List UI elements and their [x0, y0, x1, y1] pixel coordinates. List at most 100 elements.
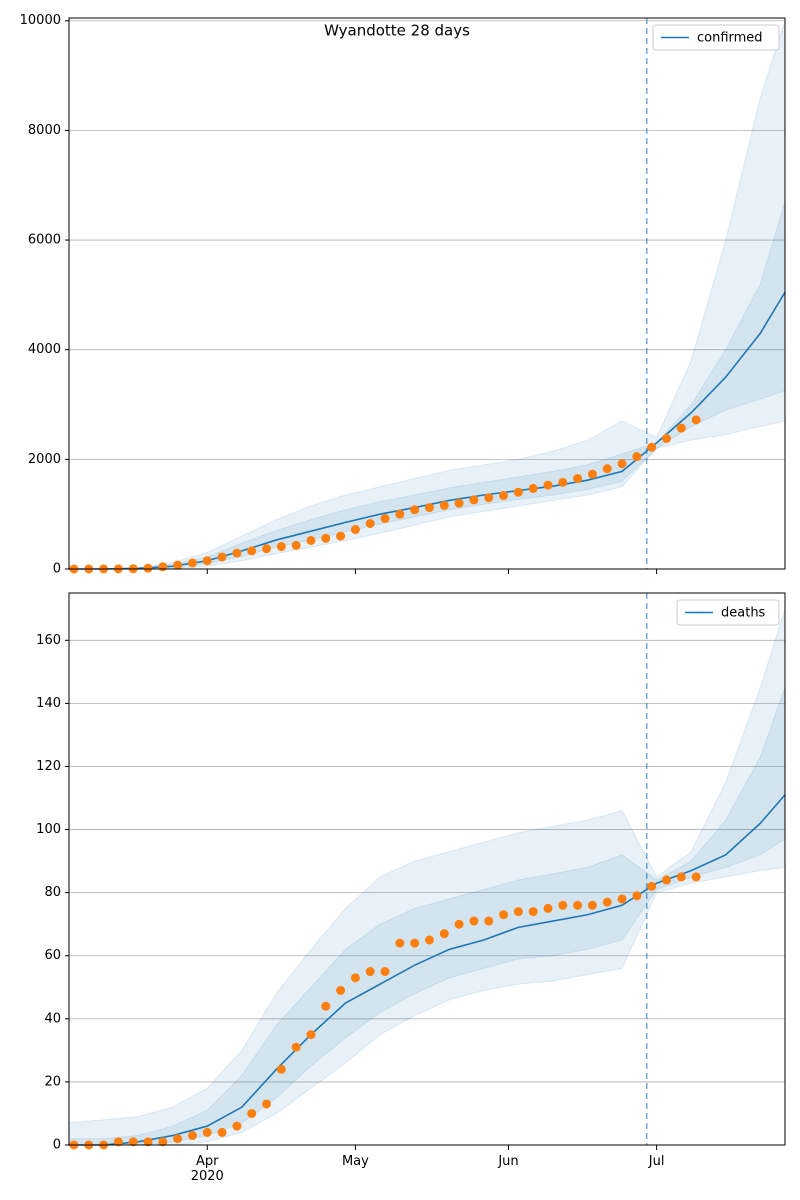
observed-point: [276, 1064, 286, 1074]
observed-point: [128, 1137, 138, 1147]
observed-point: [573, 474, 583, 484]
observed-point: [602, 897, 612, 907]
y-tick-label: 0: [53, 562, 61, 577]
observed-point: [454, 919, 464, 929]
observed-point: [558, 477, 568, 487]
observed-point: [454, 498, 464, 508]
observed-point: [336, 531, 346, 541]
observed-point: [499, 910, 509, 920]
x-tick-label: Jul: [648, 1154, 665, 1169]
observed-point: [602, 464, 612, 474]
observed-point: [691, 415, 701, 425]
y-tick-label: 2000: [28, 452, 61, 467]
y-tick-label: 140: [36, 696, 61, 711]
observed-point: [469, 495, 479, 505]
observed-point: [143, 563, 153, 573]
observed-point: [543, 903, 553, 913]
observed-point: [380, 967, 390, 977]
observed-point: [410, 938, 420, 948]
observed-point: [291, 540, 301, 550]
plot-frame: [68, 17, 786, 570]
observed-point: [350, 973, 360, 983]
legend-box: [676, 599, 780, 626]
y-tick-label: 100: [36, 822, 61, 837]
observed-point: [543, 480, 553, 490]
observed-point: [247, 1108, 257, 1118]
y-tick-label: 60: [44, 948, 61, 963]
observed-point: [469, 916, 479, 926]
legend-label: deaths: [721, 606, 766, 621]
y-tick-label: 4000: [28, 342, 61, 357]
observed-point: [262, 544, 272, 554]
observed-point: [321, 1001, 331, 1011]
observed-point: [632, 891, 642, 901]
observed-point: [395, 509, 405, 519]
observed-point: [202, 1127, 212, 1137]
observed-point: [276, 542, 286, 552]
observed-point: [558, 900, 568, 910]
observed-point: [587, 469, 597, 479]
observed-point: [439, 929, 449, 939]
observed-point: [647, 881, 657, 891]
observed-point: [424, 503, 434, 513]
observed-point: [291, 1042, 301, 1052]
legend-label: confirmed: [697, 31, 763, 46]
observed-point: [187, 558, 197, 568]
observed-point: [158, 1137, 168, 1147]
observed-point: [187, 1131, 197, 1141]
observed-point: [484, 493, 494, 503]
band: [69, 201, 786, 570]
observed-point: [262, 1099, 272, 1109]
y-tick-label: 6000: [28, 233, 61, 248]
legend-box: [652, 24, 780, 51]
plot-frame: [68, 592, 786, 1146]
observed-point: [158, 562, 168, 572]
observed-point: [336, 985, 346, 995]
observed-point: [439, 500, 449, 510]
y-tick-label: 80: [44, 885, 61, 900]
x-tick-label: Apr 2020: [190, 1154, 224, 1184]
observed-point: [676, 423, 686, 433]
x-tick-label: May: [341, 1154, 369, 1169]
line: [69, 794, 786, 1146]
observed-point: [232, 548, 242, 558]
y-tick-label: 40: [44, 1011, 61, 1026]
observed-point: [306, 1030, 316, 1040]
observed-point: [217, 1127, 227, 1137]
observed-point: [365, 967, 375, 977]
observed-point: [617, 894, 627, 904]
observed-point: [365, 518, 375, 528]
observed-point: [513, 907, 523, 917]
observed-point: [395, 938, 405, 948]
observed-point: [513, 487, 523, 497]
observed-point: [217, 552, 227, 562]
observed-point: [113, 1137, 123, 1147]
observed-point: [173, 560, 183, 570]
observed-point: [691, 872, 701, 882]
observed-point: [647, 442, 657, 452]
observed-point: [499, 491, 509, 501]
observed-point: [587, 900, 597, 910]
observed-point: [173, 1134, 183, 1144]
observed-point: [321, 533, 331, 543]
band: [68, 687, 786, 1146]
observed-point: [573, 900, 583, 910]
observed-point: [617, 459, 627, 469]
observed-point: [380, 514, 390, 524]
observed-point: [143, 1137, 153, 1147]
observed-point: [661, 875, 671, 885]
observed-point: [484, 916, 494, 926]
observed-point: [632, 452, 642, 462]
observed-point: [528, 483, 538, 493]
y-tick-label: 160: [36, 633, 61, 648]
observed-point: [424, 935, 434, 945]
band: [69, 20, 786, 570]
observed-point: [676, 872, 686, 882]
observed-point: [202, 556, 212, 566]
observed-point: [350, 525, 360, 535]
y-tick-label: 8000: [28, 123, 61, 138]
y-tick-label: 10000: [20, 13, 61, 28]
observed-point: [232, 1121, 242, 1131]
